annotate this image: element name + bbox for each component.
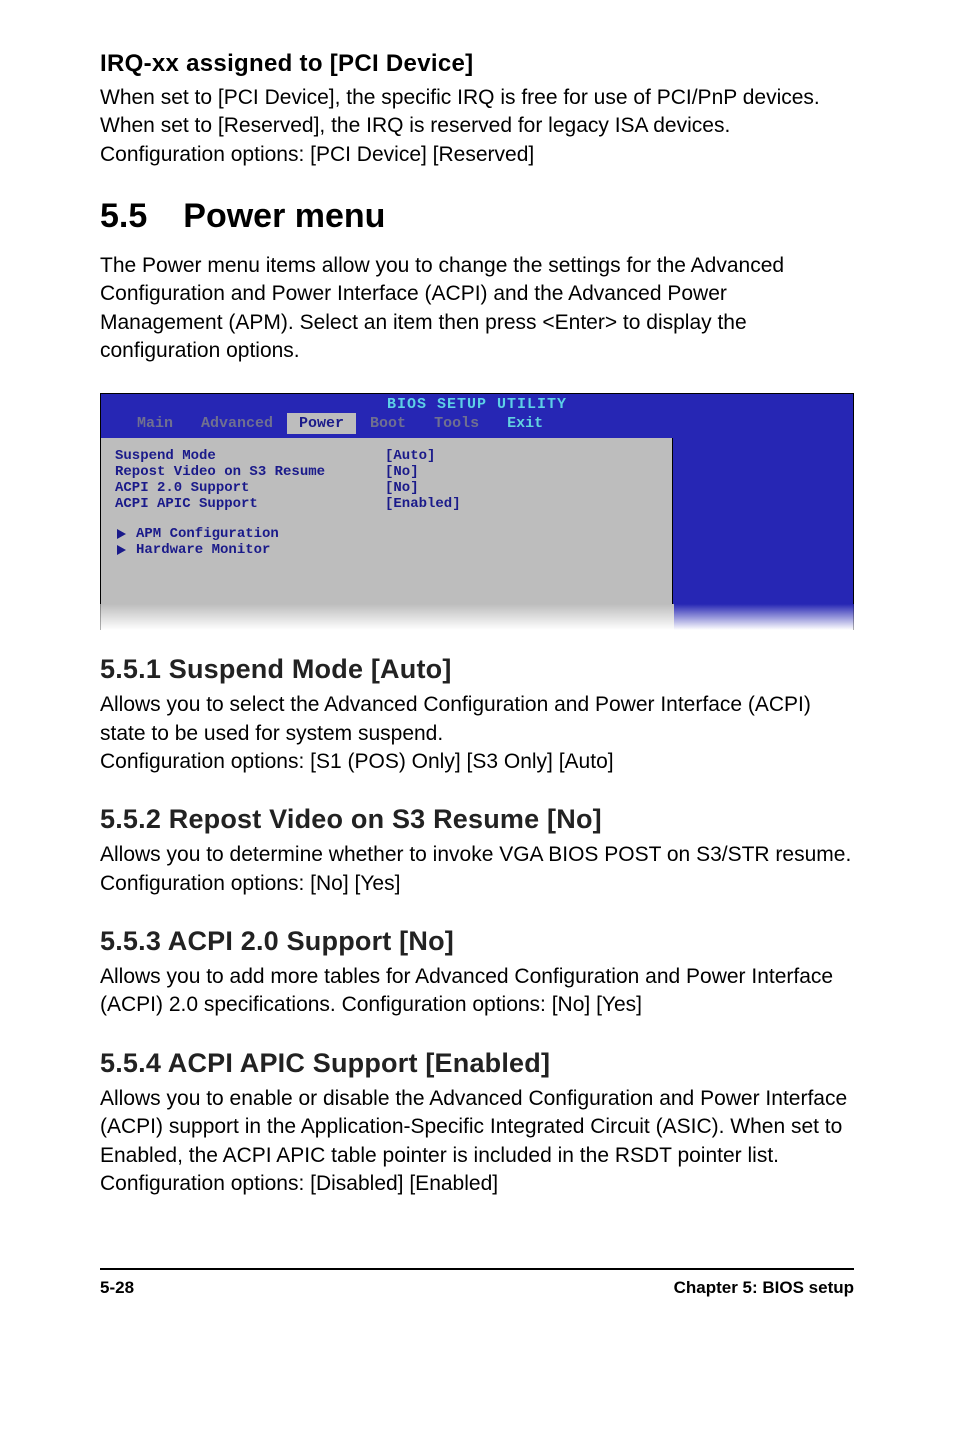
body-551b: Configuration options: [S1 (POS) Only] [… <box>100 748 854 776</box>
bios-val: [No] <box>385 480 419 496</box>
heading-irq: IRQ-xx assigned to [PCI Device] <box>100 50 854 78</box>
bios-tab-advanced[interactable]: Advanced <box>187 413 287 434</box>
body-552: Allows you to determine whether to invok… <box>100 841 854 898</box>
bios-key: ACPI APIC Support <box>115 496 385 512</box>
bios-row-apic[interactable]: ACPI APIC Support [Enabled] <box>115 496 658 512</box>
chapter-heading: 5.5 Power menu <box>100 197 854 236</box>
body-554: Allows you to enable or disable the Adva… <box>100 1085 854 1198</box>
footer-chapter: Chapter 5: BIOS setup <box>674 1278 854 1298</box>
page: IRQ-xx assigned to [PCI Device] When set… <box>0 0 954 1338</box>
bios-key: Repost Video on S3 Resume <box>115 464 385 480</box>
chapter-number: 5.5 <box>100 197 147 236</box>
bios-key: ACPI 2.0 Support <box>115 480 385 496</box>
bios-header: BIOS SETUP UTILITY Main Advanced Power B… <box>100 393 854 438</box>
bios-sub-apm[interactable]: APM Configuration <box>115 526 658 542</box>
bios-sub-label: Hardware Monitor <box>136 542 270 558</box>
triangle-icon <box>117 545 126 555</box>
bios-body: Suspend Mode [Auto] Repost Video on S3 R… <box>100 438 854 605</box>
bios-val: [No] <box>385 464 419 480</box>
bios-row-suspend[interactable]: Suspend Mode [Auto] <box>115 448 658 464</box>
bios-tab-power[interactable]: Power <box>287 413 356 434</box>
heading-552: 5.5.2 Repost Video on S3 Resume [No] <box>100 804 854 835</box>
bios-val: [Enabled] <box>385 496 461 512</box>
heading-551: 5.5.1 Suspend Mode [Auto] <box>100 654 854 685</box>
bios-key: Suspend Mode <box>115 448 385 464</box>
bios-right-pane <box>673 438 853 604</box>
bios-tab-tools[interactable]: Tools <box>420 413 493 434</box>
bios-tab-main[interactable]: Main <box>123 413 187 434</box>
bios-tab-exit[interactable]: Exit <box>493 413 557 434</box>
bios-sub-label: APM Configuration <box>136 526 279 542</box>
bios-left-pane: Suspend Mode [Auto] Repost Video on S3 R… <box>101 438 673 604</box>
heading-554: 5.5.4 ACPI APIC Support [Enabled] <box>100 1048 854 1079</box>
bios-row-acpi20[interactable]: ACPI 2.0 Support [No] <box>115 480 658 496</box>
triangle-icon <box>117 529 126 539</box>
body-551a: Allows you to select the Advanced Config… <box>100 691 854 748</box>
chapter-title: Power menu <box>183 197 385 236</box>
page-number: 5-28 <box>100 1278 134 1298</box>
bios-screenshot: BIOS SETUP UTILITY Main Advanced Power B… <box>100 393 854 630</box>
chapter-body: The Power menu items allow you to change… <box>100 252 854 365</box>
body-irq: When set to [PCI Device], the specific I… <box>100 84 854 169</box>
bios-submenu: APM Configuration Hardware Monitor <box>115 526 658 558</box>
page-footer: 5-28 Chapter 5: BIOS setup <box>100 1268 854 1298</box>
bios-tab-boot[interactable]: Boot <box>356 413 420 434</box>
bios-tab-bar: Main Advanced Power Boot Tools Exit <box>101 413 853 438</box>
bios-row-repost[interactable]: Repost Video on S3 Resume [No] <box>115 464 658 480</box>
bios-sub-hwmon[interactable]: Hardware Monitor <box>115 542 658 558</box>
bios-title: BIOS SETUP UTILITY <box>101 394 853 413</box>
body-553: Allows you to add more tables for Advanc… <box>100 963 854 1020</box>
bios-val: [Auto] <box>385 448 435 464</box>
heading-553: 5.5.3 ACPI 2.0 Support [No] <box>100 926 854 957</box>
bios-fade <box>100 604 854 630</box>
